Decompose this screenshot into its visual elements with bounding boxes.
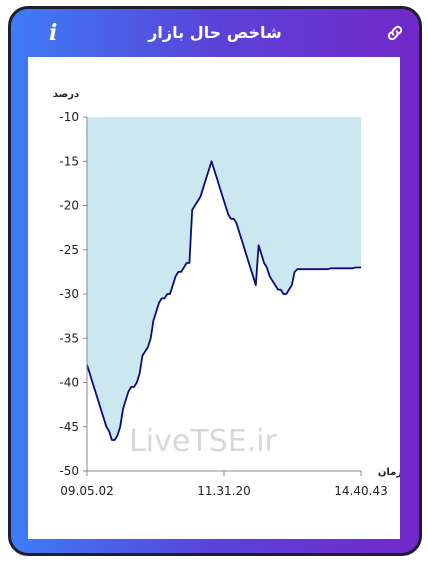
x-axis-label: زمان [378, 467, 400, 478]
y-tick-label: -45 [59, 420, 79, 434]
y-tick-label: -50 [59, 464, 79, 478]
y-tick-label: -10 [59, 110, 79, 124]
line-chart: درصد زمان -10 -15 -20 -25 -30 -35 -40 -45 -50 09… [53, 89, 403, 498]
market-index-card: i شاخص حال بازار درصد زمان -10 -15 -20 -25-… [8, 6, 422, 556]
index-line [86, 160, 361, 441]
y-axis-label: درصد [53, 89, 79, 100]
x-ticks: 09.05.02 11.31.20 14.40.43 [60, 471, 388, 498]
area-fill [87, 117, 361, 440]
x-tick-label: 14.40.43 [334, 484, 387, 498]
y-tick-label: -35 [59, 331, 79, 345]
y-tick-label: -30 [59, 287, 79, 301]
x-tick-label: 09.05.02 [60, 484, 113, 498]
y-tick-label: -20 [59, 199, 79, 213]
y-tick-label: -15 [59, 154, 79, 168]
link-icon[interactable] [385, 23, 405, 43]
info-icon[interactable]: i [49, 20, 58, 46]
y-tick-label: -25 [59, 243, 79, 257]
y-tick-label: -40 [59, 376, 79, 390]
chart-panel: درصد زمان -10 -15 -20 -25 -30 -35 -40 -45 -50 09… [28, 57, 403, 539]
x-tick-label: 11.31.20 [197, 484, 250, 498]
y-ticks: -10 -15 -20 -25 -30 -35 -40 -45 -50 [59, 110, 87, 478]
card-header: i شاخص حال بازار [11, 9, 419, 57]
card-title: شاخص حال بازار [148, 23, 282, 42]
watermark: LiveTSE.ir [129, 424, 277, 459]
